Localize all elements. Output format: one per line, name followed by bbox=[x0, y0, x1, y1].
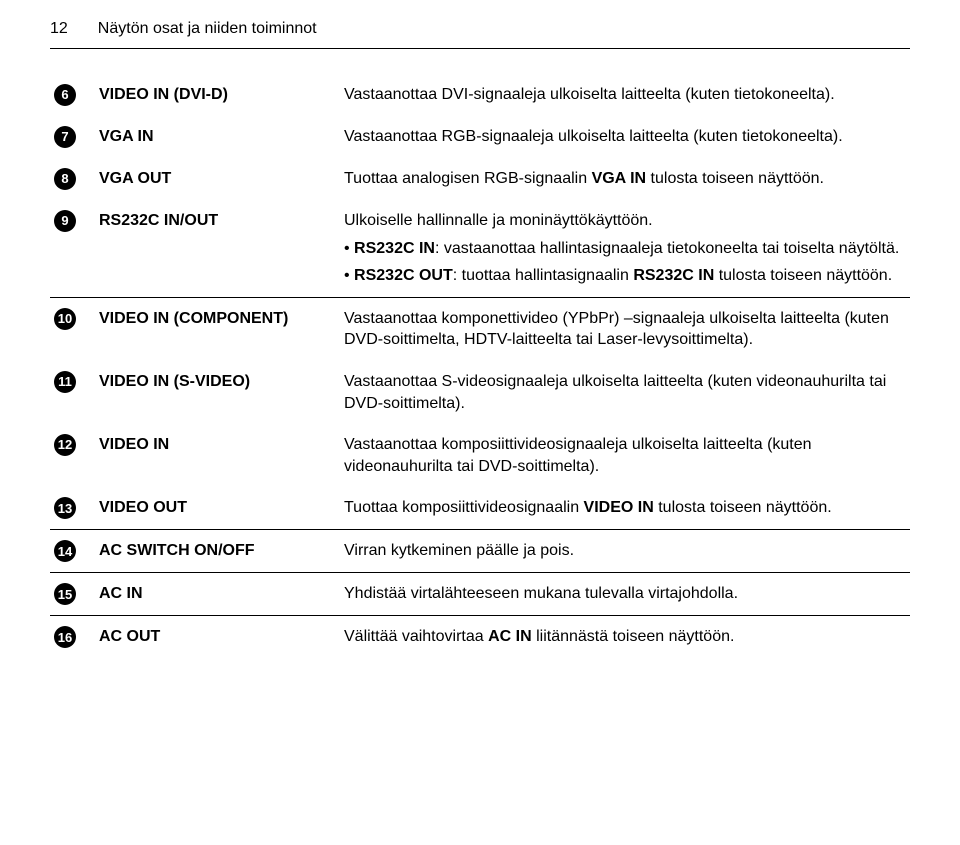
port-label: RS232C IN/OUT bbox=[95, 200, 340, 297]
port-description: Vastaanottaa RGB-signaaleja ulkoiselta l… bbox=[340, 116, 910, 158]
number-badge: 14 bbox=[54, 540, 76, 562]
row-number-cell: 15 bbox=[50, 573, 95, 616]
row-number-cell: 12 bbox=[50, 424, 95, 487]
port-description: Virran kytkeminen päälle ja pois. bbox=[340, 530, 910, 573]
table-row: 14 AC SWITCH ON/OFFVirran kytkeminen pääl… bbox=[50, 530, 910, 573]
port-label: AC OUT bbox=[95, 616, 340, 659]
page-number: 12 bbox=[50, 20, 68, 38]
table-row: 11 VIDEO IN (S-VIDEO)Vastaanottaa S-video… bbox=[50, 361, 910, 424]
port-description: Ulkoiselle hallinnalle ja moninäyttökäyt… bbox=[340, 200, 910, 297]
row-number-cell: 6 bbox=[50, 74, 95, 116]
table-row: 13 VIDEO OUTTuottaa komposiittivideosigna… bbox=[50, 487, 910, 530]
header-rule bbox=[50, 48, 910, 49]
port-label: VIDEO IN (S-VIDEO) bbox=[95, 361, 340, 424]
port-description: Vastaanottaa S-videosignaaleja ulkoiselt… bbox=[340, 361, 910, 424]
page-header: 12 Näytön osat ja niiden toiminnot bbox=[50, 20, 910, 38]
row-number-cell: 9 bbox=[50, 200, 95, 297]
table-row: 7 VGA INVastaanottaa RGB-signaaleja ulkoi… bbox=[50, 116, 910, 158]
table-row: 12 VIDEO INVastaanottaa komposiittivideos… bbox=[50, 424, 910, 487]
number-badge: 6 bbox=[54, 84, 76, 106]
table-row: 15 AC INYhdistää virtalähteeseen mukana t… bbox=[50, 573, 910, 616]
port-label: VIDEO IN (COMPONENT) bbox=[95, 297, 340, 361]
number-badge: 16 bbox=[54, 626, 76, 648]
port-description: Tuottaa analogisen RGB-signaalin VGA IN … bbox=[340, 158, 910, 200]
number-badge: 7 bbox=[54, 126, 76, 148]
description-bullet: • RS232C IN: vastaanottaa hallintasignaa… bbox=[344, 238, 906, 260]
port-label: VIDEO OUT bbox=[95, 487, 340, 530]
table-row: 6 VIDEO IN (DVI-D)Vastaanottaa DVI-signaa… bbox=[50, 74, 910, 116]
row-number-cell: 13 bbox=[50, 487, 95, 530]
port-label: VGA IN bbox=[95, 116, 340, 158]
port-label: VIDEO IN bbox=[95, 424, 340, 487]
port-label: AC SWITCH ON/OFF bbox=[95, 530, 340, 573]
port-description: Yhdistää virtalähteeseen mukana tulevall… bbox=[340, 573, 910, 616]
number-badge: 12 bbox=[54, 434, 76, 456]
row-number-cell: 11 bbox=[50, 361, 95, 424]
number-badge: 11 bbox=[54, 371, 76, 393]
port-label: VIDEO IN (DVI-D) bbox=[95, 74, 340, 116]
description-bullet: • RS232C OUT: tuottaa hallintasignaalin … bbox=[344, 265, 906, 287]
row-number-cell: 7 bbox=[50, 116, 95, 158]
port-description: Vastaanottaa komponettivideo (YPbPr) –si… bbox=[340, 297, 910, 361]
row-number-cell: 14 bbox=[50, 530, 95, 573]
row-number-cell: 16 bbox=[50, 616, 95, 659]
port-label: VGA OUT bbox=[95, 158, 340, 200]
number-badge: 8 bbox=[54, 168, 76, 190]
port-description: Vastaanottaa DVI-signaaleja ulkoiselta l… bbox=[340, 74, 910, 116]
table-row: 9 RS232C IN/OUTUlkoiselle hallinnalle ja … bbox=[50, 200, 910, 297]
port-description: Välittää vaihtovirtaa AC IN liitännästä … bbox=[340, 616, 910, 659]
table-row: 10 VIDEO IN (COMPONENT)Vastaanottaa kompo… bbox=[50, 297, 910, 361]
number-badge: 9 bbox=[54, 210, 76, 232]
table-row: 8 VGA OUTTuottaa analogisen RGB-signaalin… bbox=[50, 158, 910, 200]
row-number-cell: 10 bbox=[50, 297, 95, 361]
port-label: AC IN bbox=[95, 573, 340, 616]
port-description: Vastaanottaa komposiittivideosignaaleja … bbox=[340, 424, 910, 487]
number-badge: 10 bbox=[54, 308, 76, 330]
port-description: Tuottaa komposiittivideosignaalin VIDEO … bbox=[340, 487, 910, 530]
row-number-cell: 8 bbox=[50, 158, 95, 200]
number-badge: 13 bbox=[54, 497, 76, 519]
number-badge: 15 bbox=[54, 583, 76, 605]
table-row: 16 AC OUTVälittää vaihtovirtaa AC IN liit… bbox=[50, 616, 910, 659]
ports-table: 6 VIDEO IN (DVI-D)Vastaanottaa DVI-signaa… bbox=[50, 74, 910, 658]
page-title: Näytön osat ja niiden toiminnot bbox=[98, 20, 317, 38]
